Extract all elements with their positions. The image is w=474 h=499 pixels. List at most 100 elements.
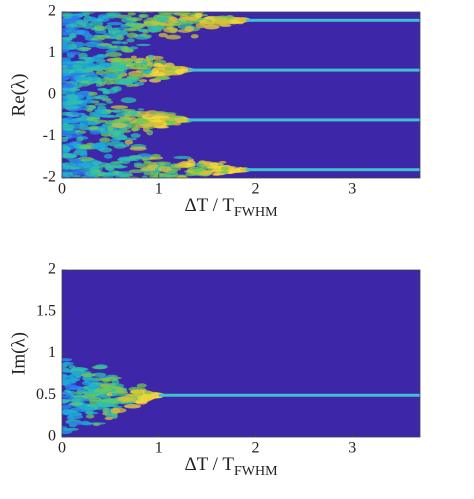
noise-blob bbox=[176, 175, 189, 178]
noise-blob bbox=[89, 20, 104, 27]
noise-blob bbox=[110, 105, 129, 110]
noise-blob bbox=[101, 115, 119, 118]
noise-blob bbox=[77, 12, 84, 18]
noise-blob bbox=[80, 0, 87, 3]
noise-blob bbox=[166, 119, 176, 126]
noise-blob bbox=[97, 43, 113, 47]
noise-blob bbox=[88, 397, 102, 402]
noise-blob bbox=[107, 73, 119, 79]
x-tick-label: 0 bbox=[58, 181, 66, 198]
noise-blob bbox=[62, 131, 68, 137]
noise-blob bbox=[86, 108, 93, 112]
noise-blob bbox=[94, 6, 103, 9]
noise-blob bbox=[104, 162, 123, 169]
noise-blob bbox=[166, 117, 185, 122]
noise-blob bbox=[155, 5, 170, 8]
noise-blob bbox=[83, 191, 99, 194]
noise-blob bbox=[111, 122, 128, 128]
noise-blob bbox=[126, 38, 135, 43]
noise-blob bbox=[209, 162, 219, 167]
noise-blob bbox=[120, 97, 137, 104]
noise-blob bbox=[62, 410, 72, 415]
noise-blob bbox=[70, 174, 82, 178]
noise-blob bbox=[68, 43, 77, 50]
noise-blob bbox=[94, 94, 109, 100]
noise-blob bbox=[225, 15, 235, 20]
noise-blob bbox=[126, 17, 143, 22]
noise-blob bbox=[176, 20, 188, 26]
noise-blob bbox=[133, 162, 143, 166]
noise-blob bbox=[70, 72, 83, 76]
noise-blob bbox=[97, 192, 107, 196]
noise-blob bbox=[116, 398, 130, 402]
noise-blob bbox=[110, 65, 128, 71]
x-tick-label: 1 bbox=[155, 181, 163, 198]
noise-blob bbox=[62, 111, 74, 116]
noise-blob bbox=[79, 163, 96, 169]
noise-blob bbox=[187, 181, 197, 187]
noise-blob bbox=[82, 161, 91, 165]
x-axis-label-main: ΔT / T bbox=[184, 195, 234, 216]
noise-blob bbox=[109, 130, 125, 135]
noise-blob bbox=[62, 72, 72, 76]
x-tick-label: 2 bbox=[252, 181, 260, 198]
noise-blob bbox=[124, 139, 134, 145]
noise-blob bbox=[102, 0, 119, 2]
noise-blob bbox=[115, 112, 126, 118]
converged-level bbox=[187, 118, 420, 122]
noise-blob bbox=[199, 21, 213, 27]
noise-blob bbox=[68, 182, 78, 187]
noise-blob bbox=[80, 80, 89, 84]
noise-blob bbox=[89, 130, 101, 135]
y-tick-label: -2 bbox=[43, 169, 56, 186]
noise-blob bbox=[158, 162, 166, 167]
noise-blob bbox=[78, 405, 88, 410]
noise-blob bbox=[187, 160, 196, 166]
noise-blob bbox=[79, 151, 88, 158]
noise-blob bbox=[141, 74, 153, 78]
noise-blob bbox=[174, 68, 185, 75]
noise-blob bbox=[62, 57, 72, 62]
noise-blob bbox=[101, 195, 118, 199]
noise-blob bbox=[105, 51, 123, 58]
noise-blob bbox=[89, 16, 97, 20]
noise-blob bbox=[62, 27, 79, 31]
noise-blob bbox=[78, 192, 85, 197]
noise-blob bbox=[88, 91, 98, 96]
noise-blob bbox=[106, 21, 123, 26]
noise-blob bbox=[126, 32, 138, 39]
noise-blob bbox=[82, 391, 100, 395]
noise-blob bbox=[62, 374, 71, 379]
noise-blob bbox=[183, 7, 194, 11]
noise-blob bbox=[77, 156, 94, 162]
noise-blob bbox=[107, 13, 118, 19]
noise-blob bbox=[99, 147, 113, 153]
noise-blob bbox=[85, 414, 95, 419]
noise-blob bbox=[137, 28, 146, 32]
noise-blob bbox=[76, 132, 83, 137]
noise-blob bbox=[106, 188, 118, 192]
noise-blob bbox=[63, 127, 74, 131]
noise-blob bbox=[71, 7, 84, 11]
noise-blob bbox=[102, 32, 110, 36]
noise-blob bbox=[89, 3, 105, 6]
noise-blob bbox=[62, 136, 69, 143]
noise-blob bbox=[159, 117, 171, 121]
noise-blob bbox=[164, 174, 172, 178]
noise-blob bbox=[69, 373, 77, 377]
noise-blob bbox=[71, 197, 79, 202]
noise-cloud bbox=[62, 358, 165, 435]
noise-blob bbox=[62, 80, 68, 84]
noise-blob bbox=[149, 71, 165, 77]
noise-blob bbox=[84, 41, 100, 48]
noise-blob bbox=[194, 12, 203, 18]
noise-blob bbox=[116, 171, 133, 176]
noise-blob bbox=[79, 0, 94, 4]
noise-blob bbox=[203, 161, 213, 167]
noise-blob bbox=[85, 95, 93, 101]
noise-blob bbox=[106, 392, 113, 397]
noise-blob bbox=[107, 191, 116, 195]
noise-blob bbox=[136, 64, 148, 69]
noise-blob bbox=[92, 422, 101, 427]
noise-blob bbox=[84, 170, 98, 177]
